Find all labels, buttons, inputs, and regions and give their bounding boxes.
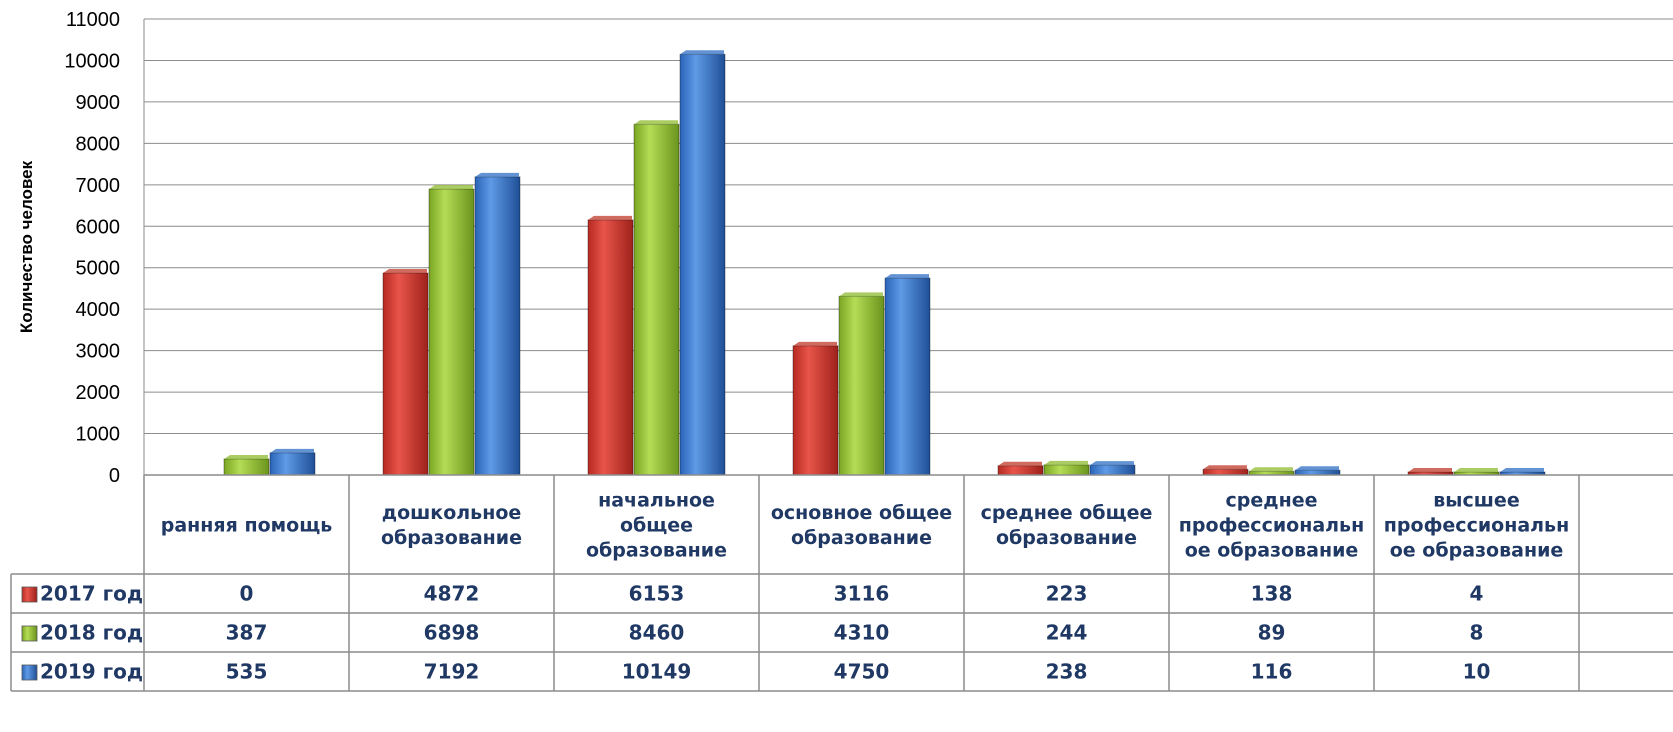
y-tick-label: 5000 bbox=[76, 258, 121, 280]
y-tick-label: 1000 bbox=[76, 424, 121, 446]
y-tick-label: 11000 bbox=[66, 9, 120, 31]
data-table-cell: 10149 bbox=[622, 660, 692, 684]
data-table-cell: 6898 bbox=[424, 621, 480, 645]
x-category-label: профессиональн bbox=[1179, 515, 1364, 537]
data-table-cell: 535 bbox=[226, 660, 268, 684]
x-category-label: ое образование bbox=[1390, 540, 1564, 562]
bars bbox=[223, 50, 1546, 476]
x-category-label: основное общее bbox=[771, 502, 952, 524]
bar-1-3 bbox=[587, 215, 634, 476]
bar-3-2 bbox=[474, 172, 521, 476]
data-table-cell: 4310 bbox=[834, 621, 890, 645]
y-tick-label: 2000 bbox=[76, 382, 121, 404]
data-table-cell: 4 bbox=[1470, 582, 1484, 606]
x-category-label: образование bbox=[791, 527, 932, 549]
series-label: 2018 год bbox=[40, 621, 143, 645]
y-tick-label: 8000 bbox=[76, 133, 121, 155]
y-tick-label: 9000 bbox=[76, 92, 121, 114]
data-table-cell: 4872 bbox=[424, 582, 480, 606]
data-table-cell: 6153 bbox=[629, 582, 685, 606]
x-category-label: среднее общее bbox=[981, 502, 1153, 524]
data-table-cell: 8 bbox=[1470, 621, 1484, 645]
data-table-cell: 7192 bbox=[424, 660, 480, 684]
legend-key-3 bbox=[21, 664, 38, 681]
data-table-cell: 138 bbox=[1251, 582, 1293, 606]
x-category-label: профессиональн bbox=[1384, 515, 1569, 537]
x-category-label: ранняя помощь bbox=[161, 515, 332, 537]
y-tick-label: 6000 bbox=[76, 216, 121, 238]
bar-2-2 bbox=[428, 185, 475, 476]
bar-3-4 bbox=[884, 274, 931, 476]
bar-1-6 bbox=[1202, 465, 1249, 476]
x-category-label: дошкольное bbox=[382, 502, 522, 524]
data-table-cell: 238 bbox=[1046, 660, 1088, 684]
data-table-cell: 89 bbox=[1258, 621, 1286, 645]
bar-2-4 bbox=[838, 292, 885, 476]
bar-2-1 bbox=[223, 454, 270, 476]
y-axis-label: Количество человек bbox=[17, 160, 36, 333]
data-table-cell: 3116 bbox=[834, 582, 890, 606]
data-table: ранняя помощь дошкольное образование началь… bbox=[10, 474, 1673, 692]
data-table-cell: 116 bbox=[1251, 660, 1293, 684]
data-table-cell: 4750 bbox=[834, 660, 890, 684]
bar-1-2 bbox=[382, 269, 429, 476]
series-label: 2019 год bbox=[40, 660, 143, 684]
data-table-cell: 10 bbox=[1463, 660, 1491, 684]
x-category-label: ое образование bbox=[1185, 540, 1359, 562]
bar-3-7 bbox=[1499, 468, 1546, 476]
y-tick-label: 3000 bbox=[76, 341, 121, 363]
x-category-label: начальное bbox=[598, 490, 715, 512]
y-tick-label: 4000 bbox=[76, 299, 121, 321]
bar-2-5 bbox=[1043, 460, 1090, 476]
x-category-label: образование bbox=[996, 527, 1137, 549]
y-axis-ticks: 0 1000 2000 3000 4000 5000 6000 7000 8000 9000 100… bbox=[64, 9, 120, 487]
x-category-label: общее bbox=[620, 515, 693, 537]
data-table-cell: 387 bbox=[226, 621, 268, 645]
bar-3-1 bbox=[269, 448, 316, 476]
y-tick-label: 0 bbox=[109, 465, 120, 487]
data-table-cell: 0 bbox=[240, 582, 254, 606]
data-table-cell: 8460 bbox=[629, 621, 685, 645]
legend-key-1 bbox=[21, 586, 38, 603]
x-category-label: образование bbox=[381, 527, 522, 549]
series-label: 2017 год bbox=[40, 582, 143, 606]
bar-2-7 bbox=[1453, 468, 1500, 476]
x-category-label: высшее bbox=[1433, 490, 1519, 512]
legend-key-2 bbox=[21, 625, 38, 642]
bar-1-4 bbox=[792, 341, 839, 476]
bar-1-5 bbox=[997, 461, 1044, 476]
y-tick-label: 10000 bbox=[64, 50, 120, 72]
data-table-cell: 223 bbox=[1046, 582, 1088, 606]
bar-2-3 bbox=[633, 120, 680, 476]
x-category-label: среднее bbox=[1226, 490, 1318, 512]
x-category-label: образование bbox=[586, 540, 727, 562]
bar-2-6 bbox=[1248, 467, 1295, 476]
bar-1-7 bbox=[1407, 468, 1454, 476]
bar-3-3 bbox=[679, 50, 726, 476]
bar-3-6 bbox=[1294, 466, 1341, 476]
bar-3-5 bbox=[1089, 461, 1136, 476]
data-table-cell: 244 bbox=[1046, 621, 1088, 645]
y-tick-label: 7000 bbox=[76, 175, 121, 197]
